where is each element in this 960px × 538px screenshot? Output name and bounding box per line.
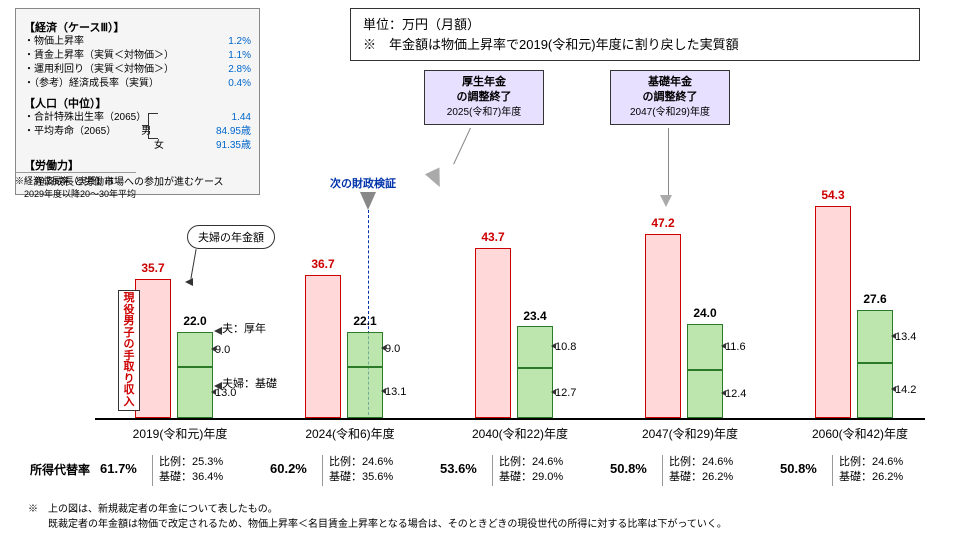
x-axis-label: 2019(令和元)年度 [115,425,245,442]
arrow-left-icon [721,343,726,349]
info-row: ・賃金上昇率（実質＜対物価＞）1.1% [24,49,251,63]
arrow-left-icon [721,390,726,396]
income-bar [135,279,171,418]
kiso-bar [517,368,553,418]
x-axis [95,418,925,420]
footnote-1: ※ 上の図は、新規裁定者の年金について表したもの。 [28,500,278,515]
info-row: ・運用利回り（実質＜対物価＞）2.8% [24,63,251,77]
arrow-left-icon [891,333,896,339]
ratio-breakdown: 比例：25.3%基礎：36.4% [152,455,223,486]
kounen-bar [177,332,213,367]
ratio-breakdown: 比例：24.6%基礎：35.6% [322,455,393,486]
husband-kounen-label: 夫：厚年 [222,320,266,336]
arrow-line-kiso [668,128,669,198]
x-axis-label: 2060(令和42)年度 [795,425,925,442]
unit-title-box: 単位：万円（月額） ※ 年金額は物価上昇率で2019(令和元)年度に割り戻した実… [350,8,920,61]
kiso-bar [347,367,383,418]
unit-line: 単位：万円（月額） [363,15,907,35]
info-row: ・（参考）経済成長率（実質）0.4% [24,77,251,91]
kiso-bar [687,370,723,418]
kiso-bar [857,363,893,418]
income-vertical-label: 現 役 男 子 の 手 取 り 収 入 [118,290,140,411]
economic-assumptions-box: 【経済（ケースⅢ）】 ・物価上昇率1.2%・賃金上昇率（実質＜対物価＞）1.1%… [15,8,260,195]
arrow-left-icon [551,389,556,395]
kounen-bar [857,310,893,362]
economy-header: 【経済（ケースⅢ）】 [24,19,251,35]
x-axis-label: 2047(令和29)年度 [625,425,755,442]
income-value: 35.7 [133,261,173,275]
income-bar [305,275,341,418]
arrow-left-icon [381,388,386,394]
kiso-value: 12.4 [725,388,755,400]
x-axis-label: 2040(令和22)年度 [455,425,585,442]
deflate-note: ※ 年金額は物価上昇率で2019(令和元)年度に割り戻した実質額 [363,35,907,55]
ratio-percent: 50.8% [610,461,647,476]
arrow-left-icon [551,343,556,349]
kiso-value: 13.1 [385,386,415,398]
pension-total-value: 27.6 [855,292,895,306]
next-verify-label: 次の財政検証 [330,175,396,191]
footnote-2: 既裁定者の年金額は物価で改定されるため、物価上昇率＜名目賃金上昇率となる場合は、… [28,515,727,530]
pension-total-value: 23.4 [515,309,555,323]
info-row: 女91.35歳 [24,139,251,153]
arrow-left-icon [381,345,386,351]
kounen-value: 10.8 [555,341,585,353]
growth-note: ※経済成長率（実質）は 2029年度以降20～30年平均 [15,172,136,200]
arrow-left-icon [211,346,216,352]
kounen-value: 9.0 [215,344,245,356]
ratio-percent: 61.7% [100,461,137,476]
arrow-next-verify [360,192,376,210]
pension-total-value: 22.1 [345,314,385,328]
ratio-percent: 53.6% [440,461,477,476]
ratio-header: 所得代替率 [30,461,90,478]
arrow-line-kousei [453,128,471,165]
x-axis-label: 2024(令和6)年度 [285,425,415,442]
life-expectancy-bracket-stem [142,125,148,126]
income-value: 43.7 [473,230,513,244]
arrow-kousei [425,167,447,190]
income-value: 36.7 [303,257,343,271]
kiso-end-callout: 基礎年金 の調整終了 2047(令和29)年度 [610,70,730,125]
kounen-bar [687,324,723,369]
income-value: 47.2 [643,216,683,230]
income-bar [475,248,511,418]
arrow-kiso [660,195,672,207]
income-value: 54.3 [813,188,853,202]
couple-kiso-label: 夫婦：基礎 [222,375,277,391]
kounen-bar [517,326,553,368]
income-bar [645,234,681,418]
kiso-value: 14.2 [895,384,925,396]
info-row: ・平均寿命（2065） 男84.95歳 [24,125,251,139]
info-row: ・物価上昇率1.2% [24,35,251,49]
kounen-value: 13.4 [895,331,925,343]
kounen-value: 11.6 [725,341,755,353]
labor-header: 【労働力】 [24,157,251,173]
ratio-breakdown: 比例：24.6%基礎：26.2% [662,455,733,486]
ratio-percent: 50.8% [780,461,817,476]
income-bar [815,206,851,418]
kousei-end-callout: 厚生年金 の調整終了 2025(令和7)年度 [424,70,544,125]
kounen-bar [347,332,383,367]
info-row: ・合計特殊出生率（2065）1.44 [24,111,251,125]
ratio-percent: 60.2% [270,461,307,476]
population-header: 【人口（中位）】 [24,95,251,111]
pension-total-value: 24.0 [685,306,725,320]
kiso-value: 12.7 [555,387,585,399]
kounen-value: 9.0 [385,343,415,355]
life-expectancy-bracket [148,113,158,139]
kiso-bar [177,367,213,418]
pension-couple-bubble: 夫婦の年金額 [187,225,275,249]
ratio-breakdown: 比例：24.6%基礎：26.2% [832,455,903,486]
arrow-left-icon [891,386,896,392]
pension-total-value: 22.0 [175,314,215,328]
arrow-left-icon [211,389,216,395]
ratio-breakdown: 比例：24.6%基礎：29.0% [492,455,563,486]
